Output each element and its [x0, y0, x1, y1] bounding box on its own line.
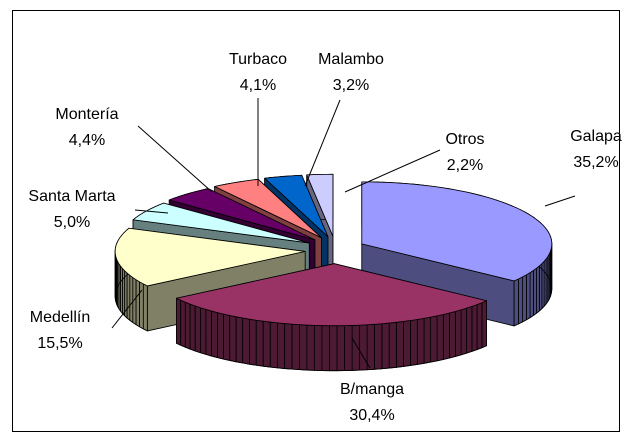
slice-side-face — [277, 323, 284, 369]
slice-side-face — [482, 301, 487, 348]
slice-side-face — [375, 324, 382, 370]
slice-side-face — [530, 270, 533, 317]
slice-side-face — [345, 325, 353, 370]
slice-side-face — [136, 280, 140, 327]
slice-side-face — [256, 320, 263, 366]
slice-side-face — [314, 325, 322, 370]
slice-side-face — [249, 319, 256, 365]
slice-side-face — [514, 279, 518, 326]
slice-side-face — [382, 323, 389, 369]
slice-value-label: 3,2% — [333, 77, 369, 94]
slice-side-face — [130, 275, 133, 322]
slice-side-face — [206, 309, 212, 356]
slice-side-face — [230, 315, 236, 361]
slice-side-face — [467, 306, 472, 353]
slice-value-label: 4,1% — [240, 77, 276, 94]
slice-side-face — [127, 273, 130, 320]
slice-value-label: 5,0% — [54, 214, 90, 231]
slice-side-face — [236, 317, 243, 363]
slice-side-face — [403, 320, 410, 366]
slice-label: Montería — [55, 106, 118, 123]
slice-side-face — [299, 325, 306, 370]
slice-side-face — [533, 268, 536, 315]
slice-side-face — [285, 324, 292, 370]
slice-side-face — [270, 322, 277, 368]
slice-label: Malambo — [318, 51, 384, 68]
slice-side-face — [212, 311, 218, 358]
slice-side-face — [537, 266, 540, 313]
slice-value-label: 15,5% — [37, 335, 82, 352]
slice-side-face — [292, 324, 299, 370]
slice-side-face — [307, 325, 315, 370]
slice-side-face — [200, 308, 205, 355]
slice-side-face — [443, 313, 449, 359]
slice-label: B/manga — [340, 381, 404, 398]
slice-side-face — [185, 302, 190, 349]
slice-side-face — [190, 304, 195, 351]
slice-side-face — [417, 318, 424, 364]
slice-side-face — [396, 321, 403, 367]
slice-side-face — [224, 314, 230, 360]
slice-value-label: 4,4% — [69, 132, 105, 149]
slice-side-face — [181, 300, 186, 347]
slice-side-face — [424, 317, 431, 363]
slice-side-face — [143, 284, 147, 331]
slice-value-label: 2,2% — [447, 157, 483, 174]
slice-side-face — [367, 324, 374, 369]
slice-side-face — [195, 306, 200, 353]
slice-value-label: 35,2% — [573, 154, 618, 171]
slice-side-face — [360, 325, 367, 370]
slice-side-face — [461, 308, 467, 355]
slice-label: Santa Marta — [28, 188, 115, 205]
slice-label: Turbaco — [229, 51, 287, 68]
slice-side-face — [217, 313, 223, 359]
slice-side-face — [322, 326, 330, 371]
slice-side-face — [389, 322, 396, 368]
slice-side-face — [410, 319, 417, 365]
slice-side-face — [140, 282, 144, 329]
slice-side-face — [176, 298, 180, 345]
slice-side-face — [243, 318, 250, 364]
slice-side-face — [329, 326, 337, 371]
slice-side-face — [352, 325, 360, 370]
slice-side-face — [263, 321, 270, 367]
slice-side-face — [526, 273, 530, 320]
slice-side-face — [518, 277, 522, 324]
slice-side-face — [437, 314, 443, 360]
slice-side-face — [472, 305, 477, 352]
slice-side-face — [477, 303, 482, 350]
slice-side-face — [523, 275, 527, 322]
slice-label: Medellín — [30, 309, 90, 326]
slice-side-face — [431, 316, 437, 362]
slice-side-face — [337, 326, 345, 371]
slice-side-face — [449, 311, 455, 358]
slice-label: Galapa — [570, 128, 622, 145]
slice-side-face — [455, 310, 461, 357]
slice-label: Otros — [445, 131, 484, 148]
slice-value-label: 30,4% — [349, 407, 394, 424]
